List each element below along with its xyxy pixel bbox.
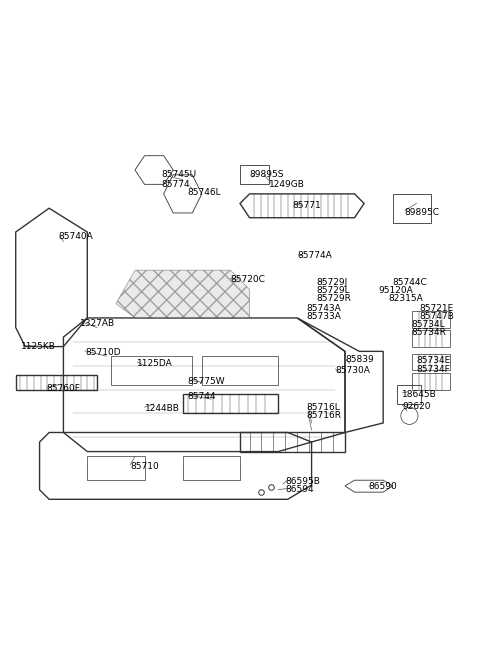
Text: 85775W: 85775W bbox=[188, 377, 225, 386]
Text: 85839: 85839 bbox=[345, 356, 374, 364]
Text: 85734L: 85734L bbox=[412, 320, 445, 329]
Text: 86595B: 86595B bbox=[285, 477, 320, 485]
Text: 92620: 92620 bbox=[402, 402, 431, 411]
Text: 85716R: 85716R bbox=[307, 411, 342, 421]
Text: 85721E: 85721E bbox=[419, 304, 453, 313]
Text: 85716L: 85716L bbox=[307, 403, 341, 412]
Text: 85729R: 85729R bbox=[316, 294, 351, 303]
Text: 85734F: 85734F bbox=[417, 365, 450, 373]
Text: 86590: 86590 bbox=[369, 482, 397, 491]
Text: 85740A: 85740A bbox=[59, 233, 94, 241]
Text: 85771: 85771 bbox=[292, 201, 321, 210]
Text: 89895C: 89895C bbox=[405, 208, 440, 217]
Text: 85743A: 85743A bbox=[307, 304, 342, 313]
Text: 85720C: 85720C bbox=[230, 275, 265, 284]
Text: 85710D: 85710D bbox=[85, 348, 120, 357]
Text: 85733A: 85733A bbox=[307, 312, 342, 321]
Text: 89895S: 89895S bbox=[250, 170, 284, 179]
Text: 85729J: 85729J bbox=[316, 278, 348, 287]
Text: 82315A: 82315A bbox=[388, 294, 423, 303]
Text: 95120A: 95120A bbox=[378, 286, 413, 295]
Text: 18645B: 18645B bbox=[402, 390, 437, 399]
Text: 1327AB: 1327AB bbox=[80, 319, 115, 328]
Text: 1249GB: 1249GB bbox=[269, 180, 304, 189]
Text: 85729L: 85729L bbox=[316, 286, 350, 295]
Text: 85744C: 85744C bbox=[393, 278, 428, 287]
Text: 1244BB: 1244BB bbox=[144, 404, 180, 413]
Text: 85746L: 85746L bbox=[188, 188, 221, 197]
Text: 85744: 85744 bbox=[188, 392, 216, 402]
Text: 86594: 86594 bbox=[285, 485, 314, 495]
Text: 85774A: 85774A bbox=[297, 252, 332, 261]
Text: 85734E: 85734E bbox=[417, 356, 451, 365]
Polygon shape bbox=[116, 271, 250, 318]
Text: 85760F: 85760F bbox=[47, 384, 81, 393]
Text: 1125DA: 1125DA bbox=[137, 359, 173, 368]
Text: 85747B: 85747B bbox=[419, 312, 454, 321]
Text: 85745U: 85745U bbox=[161, 170, 196, 179]
Text: 85710: 85710 bbox=[130, 462, 159, 472]
Text: 85774: 85774 bbox=[161, 180, 190, 189]
Text: 85734R: 85734R bbox=[412, 328, 447, 337]
Text: 85730A: 85730A bbox=[336, 366, 370, 375]
Text: 1125KB: 1125KB bbox=[21, 342, 55, 351]
